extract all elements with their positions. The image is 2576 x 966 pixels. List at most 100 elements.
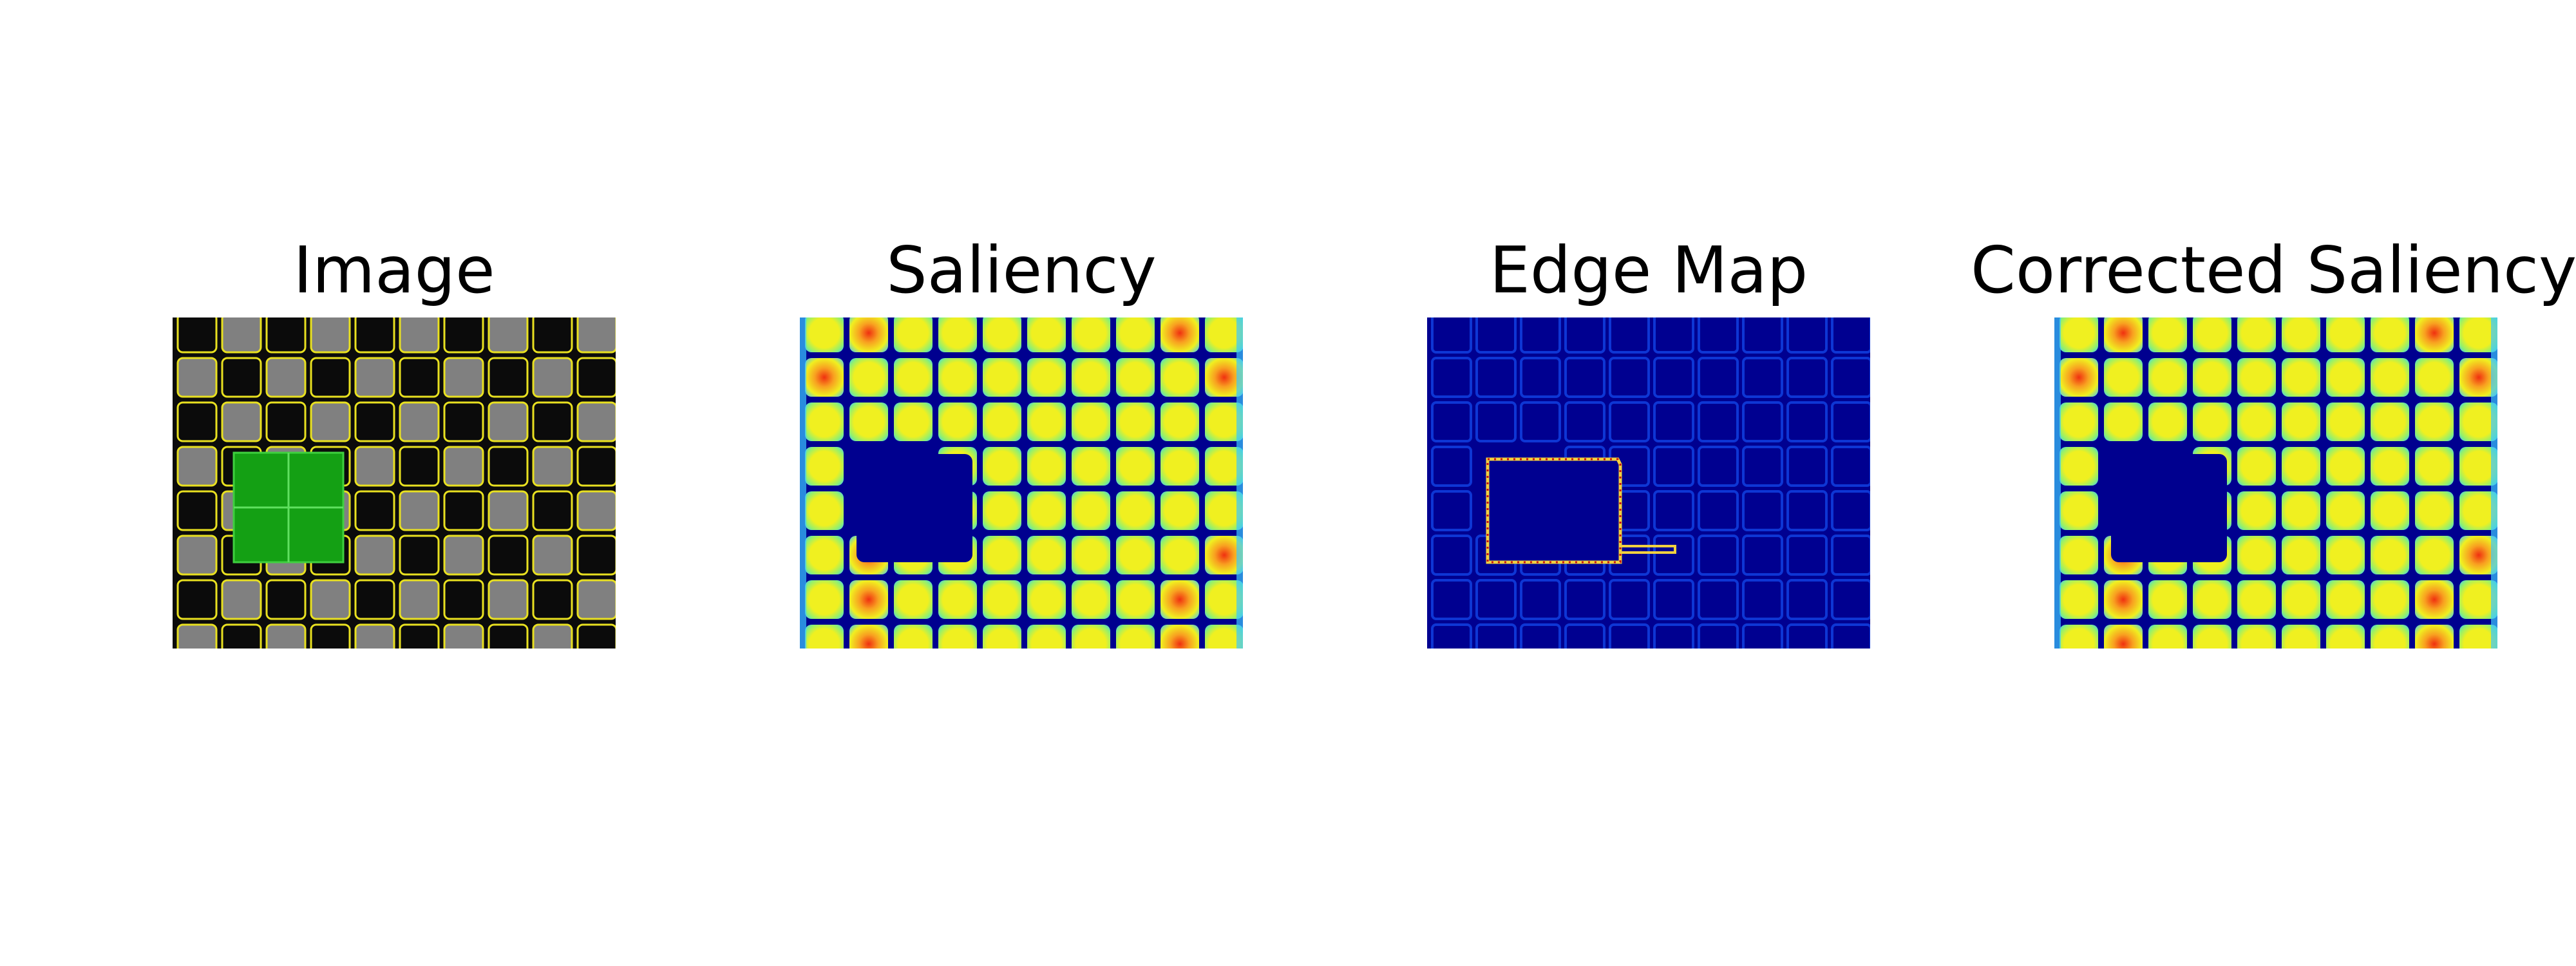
saliency-cell bbox=[894, 358, 933, 397]
corrected-saliency-cell bbox=[2104, 317, 2143, 352]
saliency-cell bbox=[894, 402, 933, 441]
image-cell bbox=[532, 317, 573, 354]
saliency-cell bbox=[1072, 625, 1110, 649]
image-cell bbox=[532, 490, 573, 531]
saliency-cell bbox=[1160, 402, 1199, 441]
corrected-saliency-cell bbox=[2237, 447, 2276, 486]
edge-cell-outline bbox=[1609, 623, 1650, 649]
corrected-saliency-cell bbox=[2237, 402, 2276, 441]
corrected-saliency-cell bbox=[2148, 358, 2187, 397]
image-cell bbox=[399, 357, 440, 398]
edge-cell-outline bbox=[1742, 535, 1783, 576]
image-cell bbox=[176, 623, 218, 649]
image-cell bbox=[176, 535, 218, 576]
edge-cell-outline bbox=[1431, 446, 1472, 487]
edge-cell-outline bbox=[1742, 490, 1783, 531]
image-cell bbox=[221, 357, 262, 398]
edge-cell-outline bbox=[1742, 401, 1783, 442]
edge-cell-outline bbox=[1475, 357, 1517, 398]
corrected-saliency-cell bbox=[2326, 580, 2365, 619]
edge-cell-outline bbox=[1609, 401, 1650, 442]
image-cell bbox=[576, 317, 616, 354]
image-cell bbox=[399, 579, 440, 620]
image-cell bbox=[399, 623, 440, 649]
saliency-cell bbox=[1160, 580, 1199, 619]
image-cell bbox=[488, 357, 529, 398]
corrected-saliency-cell bbox=[2060, 625, 2098, 649]
saliency-cell bbox=[894, 625, 933, 649]
saliency-cell bbox=[1072, 402, 1110, 441]
corrected-saliency-cell bbox=[2148, 580, 2187, 619]
corrected-saliency-cell bbox=[2148, 402, 2187, 441]
edge-map-panel bbox=[1427, 317, 1870, 649]
image-cell bbox=[576, 401, 616, 442]
edge-cell-outline bbox=[1698, 317, 1739, 354]
corrected-saliency-cell bbox=[2415, 536, 2454, 574]
saliency-cell bbox=[1116, 402, 1155, 441]
image-cell bbox=[399, 401, 440, 442]
image-cell bbox=[265, 401, 307, 442]
corrected-saliency-cell bbox=[2060, 447, 2098, 486]
corrected-saliency-cell bbox=[2415, 491, 2454, 530]
saliency-cell bbox=[983, 625, 1021, 649]
corrected-saliency-cell bbox=[2459, 625, 2497, 649]
corrected-saliency-cell bbox=[2326, 625, 2365, 649]
corrected-saliency-cell bbox=[2459, 491, 2497, 530]
image-cell bbox=[176, 490, 218, 531]
image-cell bbox=[443, 446, 484, 487]
image-cell bbox=[265, 623, 307, 649]
corrected-saliency-cell bbox=[2371, 447, 2409, 486]
saliency-cell bbox=[1072, 358, 1110, 397]
edge-cell-outline bbox=[1831, 579, 1870, 620]
image-cell bbox=[443, 401, 484, 442]
corrected-saliency-cell bbox=[2060, 536, 2098, 574]
corrected-saliency-cell bbox=[2326, 402, 2365, 441]
corrected-saliency-masked-region bbox=[2111, 454, 2227, 562]
saliency-cell bbox=[1116, 536, 1155, 574]
saliency-cell bbox=[1116, 447, 1155, 486]
panel-title-edge-map: Edge Map bbox=[1489, 232, 1808, 308]
saliency-cell bbox=[1160, 625, 1199, 649]
image-cell bbox=[354, 357, 395, 398]
saliency-cell bbox=[894, 317, 933, 352]
saliency-cell bbox=[983, 491, 1021, 530]
image-cell bbox=[532, 535, 573, 576]
image-cell bbox=[354, 317, 395, 354]
edge-cell-outline bbox=[1520, 317, 1561, 354]
image-cell bbox=[399, 446, 440, 487]
corrected-saliency-cell bbox=[2282, 317, 2320, 352]
corrected-saliency-cell bbox=[2193, 625, 2231, 649]
image-cell bbox=[310, 623, 351, 649]
image-cell bbox=[176, 579, 218, 620]
saliency-cell bbox=[1205, 491, 1243, 530]
corrected-saliency-heatmap bbox=[2054, 317, 2497, 649]
saliency-panel bbox=[800, 317, 1243, 649]
saliency-cell bbox=[1205, 447, 1243, 486]
saliency-cell bbox=[805, 491, 844, 530]
edge-cell-outline bbox=[1831, 357, 1870, 398]
corrected-saliency-cell bbox=[2237, 625, 2276, 649]
edge-cell-outline bbox=[1742, 446, 1783, 487]
corrected-saliency-cell bbox=[2371, 358, 2409, 397]
edge-cell-outline bbox=[1609, 317, 1650, 354]
image-cell bbox=[221, 579, 262, 620]
edge-cell-outline bbox=[1475, 579, 1517, 620]
edge-cell-outline bbox=[1698, 579, 1739, 620]
corrected-saliency-cell bbox=[2237, 491, 2276, 530]
corrected-saliency-cell bbox=[2104, 402, 2143, 441]
edge-cell-outline bbox=[1564, 401, 1605, 442]
panel-title-saliency: Saliency bbox=[886, 232, 1157, 308]
image-cell bbox=[488, 579, 529, 620]
image-cell bbox=[221, 401, 262, 442]
corrected-saliency-cell bbox=[2060, 491, 2098, 530]
edge-cell-outline bbox=[1786, 357, 1828, 398]
edge-cell-outline bbox=[1431, 357, 1472, 398]
saliency-cell bbox=[805, 536, 844, 574]
saliency-edge-left bbox=[800, 317, 806, 649]
edge-cell-outline bbox=[1698, 357, 1739, 398]
image-cell bbox=[443, 490, 484, 531]
saliency-cell bbox=[1027, 491, 1066, 530]
corrected-saliency-cell bbox=[2415, 447, 2454, 486]
saliency-cell bbox=[1072, 580, 1110, 619]
image-cell bbox=[576, 623, 616, 649]
